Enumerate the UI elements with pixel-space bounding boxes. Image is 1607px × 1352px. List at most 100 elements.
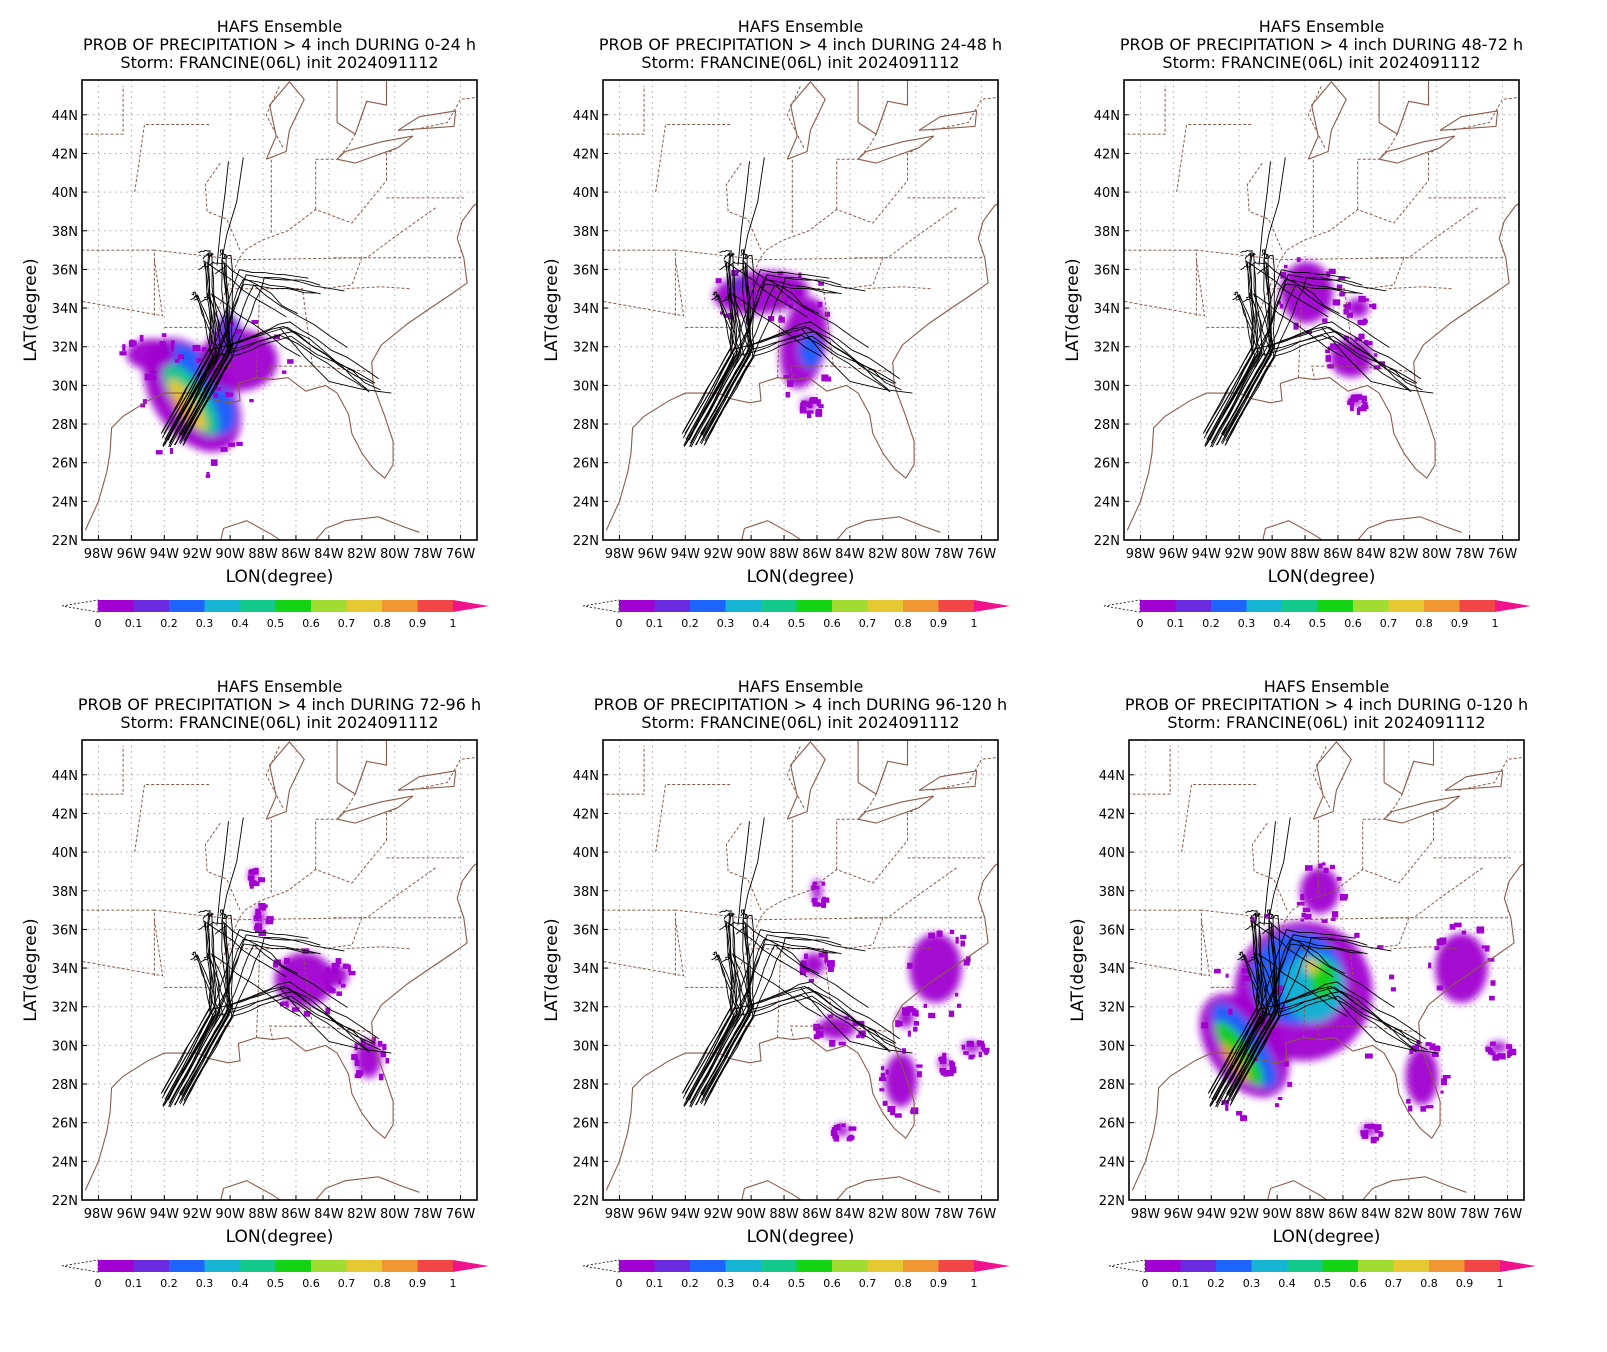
state-border: [932, 756, 998, 791]
lon-tick-label: 94W: [150, 1207, 180, 1222]
state-border: [1375, 207, 1479, 259]
precip-speck: [895, 1020, 900, 1028]
state-border: [1246, 162, 1283, 251]
lon-tick-label: 90W: [1262, 1207, 1292, 1222]
precip-speck: [1433, 1045, 1441, 1052]
ensemble-track: [1209, 954, 1261, 1108]
precip-speck: [1241, 968, 1248, 974]
ensemble-track: [1213, 939, 1368, 1102]
precip-speck: [955, 936, 959, 944]
lon-tick-label: 98W: [605, 1207, 635, 1222]
precip-speck: [206, 471, 210, 477]
ensemble-track: [695, 944, 869, 1106]
precip-speck: [890, 1110, 896, 1116]
colorbar-label: 0.8: [1415, 617, 1433, 630]
x-axis-label: LON(degree): [747, 1227, 855, 1247]
precip-blob: [1435, 933, 1488, 1003]
precip-speck: [1436, 985, 1444, 991]
colorbar-label: 0.2: [681, 1277, 699, 1290]
precip-speck: [225, 392, 230, 398]
precip-speck: [1411, 1045, 1420, 1052]
state-border: [1129, 745, 1171, 795]
lat-tick-label: 34N: [52, 962, 78, 977]
state-border: [864, 286, 931, 290]
precip-speck: [812, 881, 818, 886]
colorbar-swatch: [204, 1260, 240, 1272]
ensemble-track: [1210, 335, 1412, 447]
ensemble-track: [1225, 335, 1418, 444]
colorbar-swatch: [1429, 1260, 1465, 1272]
coastline: [605, 863, 998, 1191]
coastline-yucatan: [741, 520, 802, 540]
y-axis-label: LAT(degree): [21, 918, 41, 1021]
state-border: [777, 288, 834, 380]
lon-tick-label: 82W: [868, 547, 898, 562]
lon-tick-label: 98W: [84, 1207, 114, 1222]
precip-speck: [818, 281, 825, 286]
lon-tick-label: 84W: [1361, 1207, 1391, 1222]
colorbar-swatch: [240, 1260, 276, 1272]
lat-tick-label: 24N: [52, 495, 78, 510]
precip-speck: [857, 1020, 865, 1026]
state-border: [256, 288, 313, 380]
colorbar-label: 0.1: [646, 1277, 664, 1290]
colorbar-swatch: [311, 1260, 347, 1272]
precip-blob: [1300, 867, 1340, 914]
colorbar: 0 0.1 0.2 0.3 0.4 0.5 0.6 0.7 0.8 0.9 1: [1103, 599, 1531, 630]
precip-speck: [829, 1039, 836, 1047]
state-border: [1200, 909, 1510, 976]
x-axis-label: LON(degree): [747, 567, 855, 587]
precip-speck: [824, 956, 829, 963]
precip-speck: [174, 358, 180, 363]
precip-speck: [1363, 298, 1369, 302]
lake-outline: [1312, 741, 1352, 820]
colorbar-label: 0.1: [125, 617, 143, 630]
map-content: [82, 740, 477, 1200]
precip-speck: [808, 979, 815, 983]
colorbar-swatch: [240, 600, 276, 612]
colorbar-swatch: [1358, 1260, 1394, 1272]
precip-speck: [1317, 863, 1323, 869]
coastline-cuba: [1356, 516, 1462, 540]
precip-speck: [1364, 1124, 1370, 1129]
lon-tick-label: 82W: [347, 547, 377, 562]
precip-speck: [1358, 295, 1366, 303]
state-border: [411, 96, 477, 131]
map-frame: [81, 739, 478, 1201]
precip-speck: [1321, 862, 1326, 866]
precip-speck: [336, 991, 342, 996]
ensemble-track: [742, 157, 765, 260]
state-border: [1251, 822, 1288, 911]
ensemble-track: [168, 954, 220, 1104]
precip-speckles: [799, 881, 990, 1142]
x-axis-label: LON(degree): [226, 1227, 334, 1247]
precip-speck: [824, 311, 831, 317]
precip-speck: [291, 1007, 300, 1012]
precip-speck: [140, 403, 146, 408]
colorbar-swatch: [725, 600, 761, 612]
map-frame: [602, 739, 999, 1201]
colorbar-label: 0.9: [930, 617, 948, 630]
ensemble-track: [181, 913, 232, 1097]
precip-speck: [1322, 318, 1328, 323]
precip-speck: [1490, 980, 1496, 986]
precip-speck: [1351, 394, 1358, 399]
ensemble-track: [180, 986, 368, 1095]
colorbar-label: 0.5: [1314, 1277, 1332, 1290]
precip-speck: [1333, 344, 1341, 350]
state-border: [907, 147, 920, 181]
lat-tick-label: 32N: [573, 1001, 599, 1016]
precip-speck: [1344, 335, 1349, 341]
lon-tick-label: 84W: [314, 547, 344, 562]
precip-speck: [1242, 975, 1251, 982]
precip-speck: [1347, 400, 1355, 405]
ensemble-track: [1223, 253, 1274, 437]
ensemble-track: [162, 954, 214, 1108]
precip-speck: [812, 886, 820, 890]
precip-speck: [810, 397, 818, 401]
lon-tick-label: 92W: [704, 1207, 734, 1222]
precip-speck: [1347, 302, 1351, 308]
lat-tick-label: 36N: [52, 263, 78, 278]
state-border: [1307, 85, 1326, 148]
state-border: [786, 745, 805, 808]
